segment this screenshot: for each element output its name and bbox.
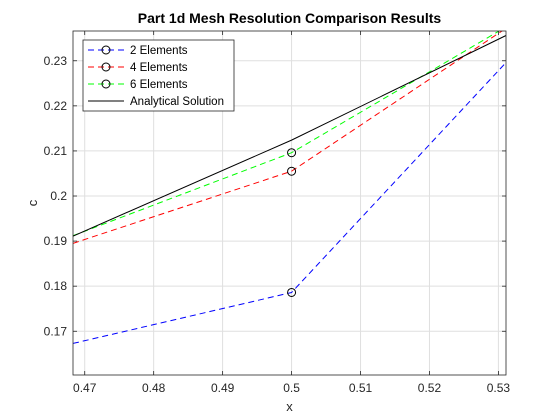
legend-marker-6-elements [101, 79, 111, 89]
series-line-analytical-solution [73, 35, 506, 237]
y-tick-label: 0.19 [44, 234, 68, 248]
series-line-4-elements [73, 31, 503, 244]
x-axis-label: x [286, 399, 293, 414]
legend: 2 Elements 4 Elements 6 Elements Analytical… [82, 39, 235, 112]
y-tick-label: 0.17 [44, 324, 68, 338]
data-marker-2-elements [287, 287, 297, 297]
legend-label-analytical-solution: Analytical Solution [130, 96, 224, 108]
x-tick-label: 0.49 [211, 381, 235, 395]
x-tick-label: 0.53 [487, 381, 511, 395]
legend-marker-4-elements [101, 62, 111, 72]
x-tick-label: 0.5 [283, 381, 300, 395]
legend-label-6-elements: 6 Elements [130, 79, 188, 91]
y-tick-label: 0.23 [44, 54, 68, 68]
legend-label-4-elements: 4 Elements [130, 62, 188, 74]
series-line-2-elements [73, 62, 506, 344]
y-tick-label: 0.22 [44, 99, 68, 113]
y-tick-label: 0.18 [44, 279, 68, 293]
y-tick-label: 0.21 [44, 144, 68, 158]
legend-box [82, 39, 235, 112]
legend-label-2-elements: 2 Elements [130, 45, 188, 57]
y-tick-label: 0.2 [50, 189, 67, 203]
legend-marker-2-elements [101, 45, 111, 55]
chart-title: Part 1d Mesh Resolution Comparison Resul… [138, 10, 442, 26]
x-tick-label: 0.51 [349, 381, 373, 395]
x-tick-label: 0.48 [142, 381, 166, 395]
data-marker-4-elements [287, 166, 297, 176]
data-marker-6-elements [287, 148, 297, 158]
x-tick-label: 0.47 [73, 381, 97, 395]
y-axis-label: c [25, 199, 40, 206]
tick-layer: 0.47 0.48 0.49 0.5 0.51 0.52 0.53 0.17 0.18 0.19 0… [44, 31, 511, 395]
series-layer [73, 31, 506, 344]
series-line-6-elements [73, 31, 501, 237]
x-tick-label: 0.52 [418, 381, 442, 395]
plot-area-border [72, 30, 507, 376]
